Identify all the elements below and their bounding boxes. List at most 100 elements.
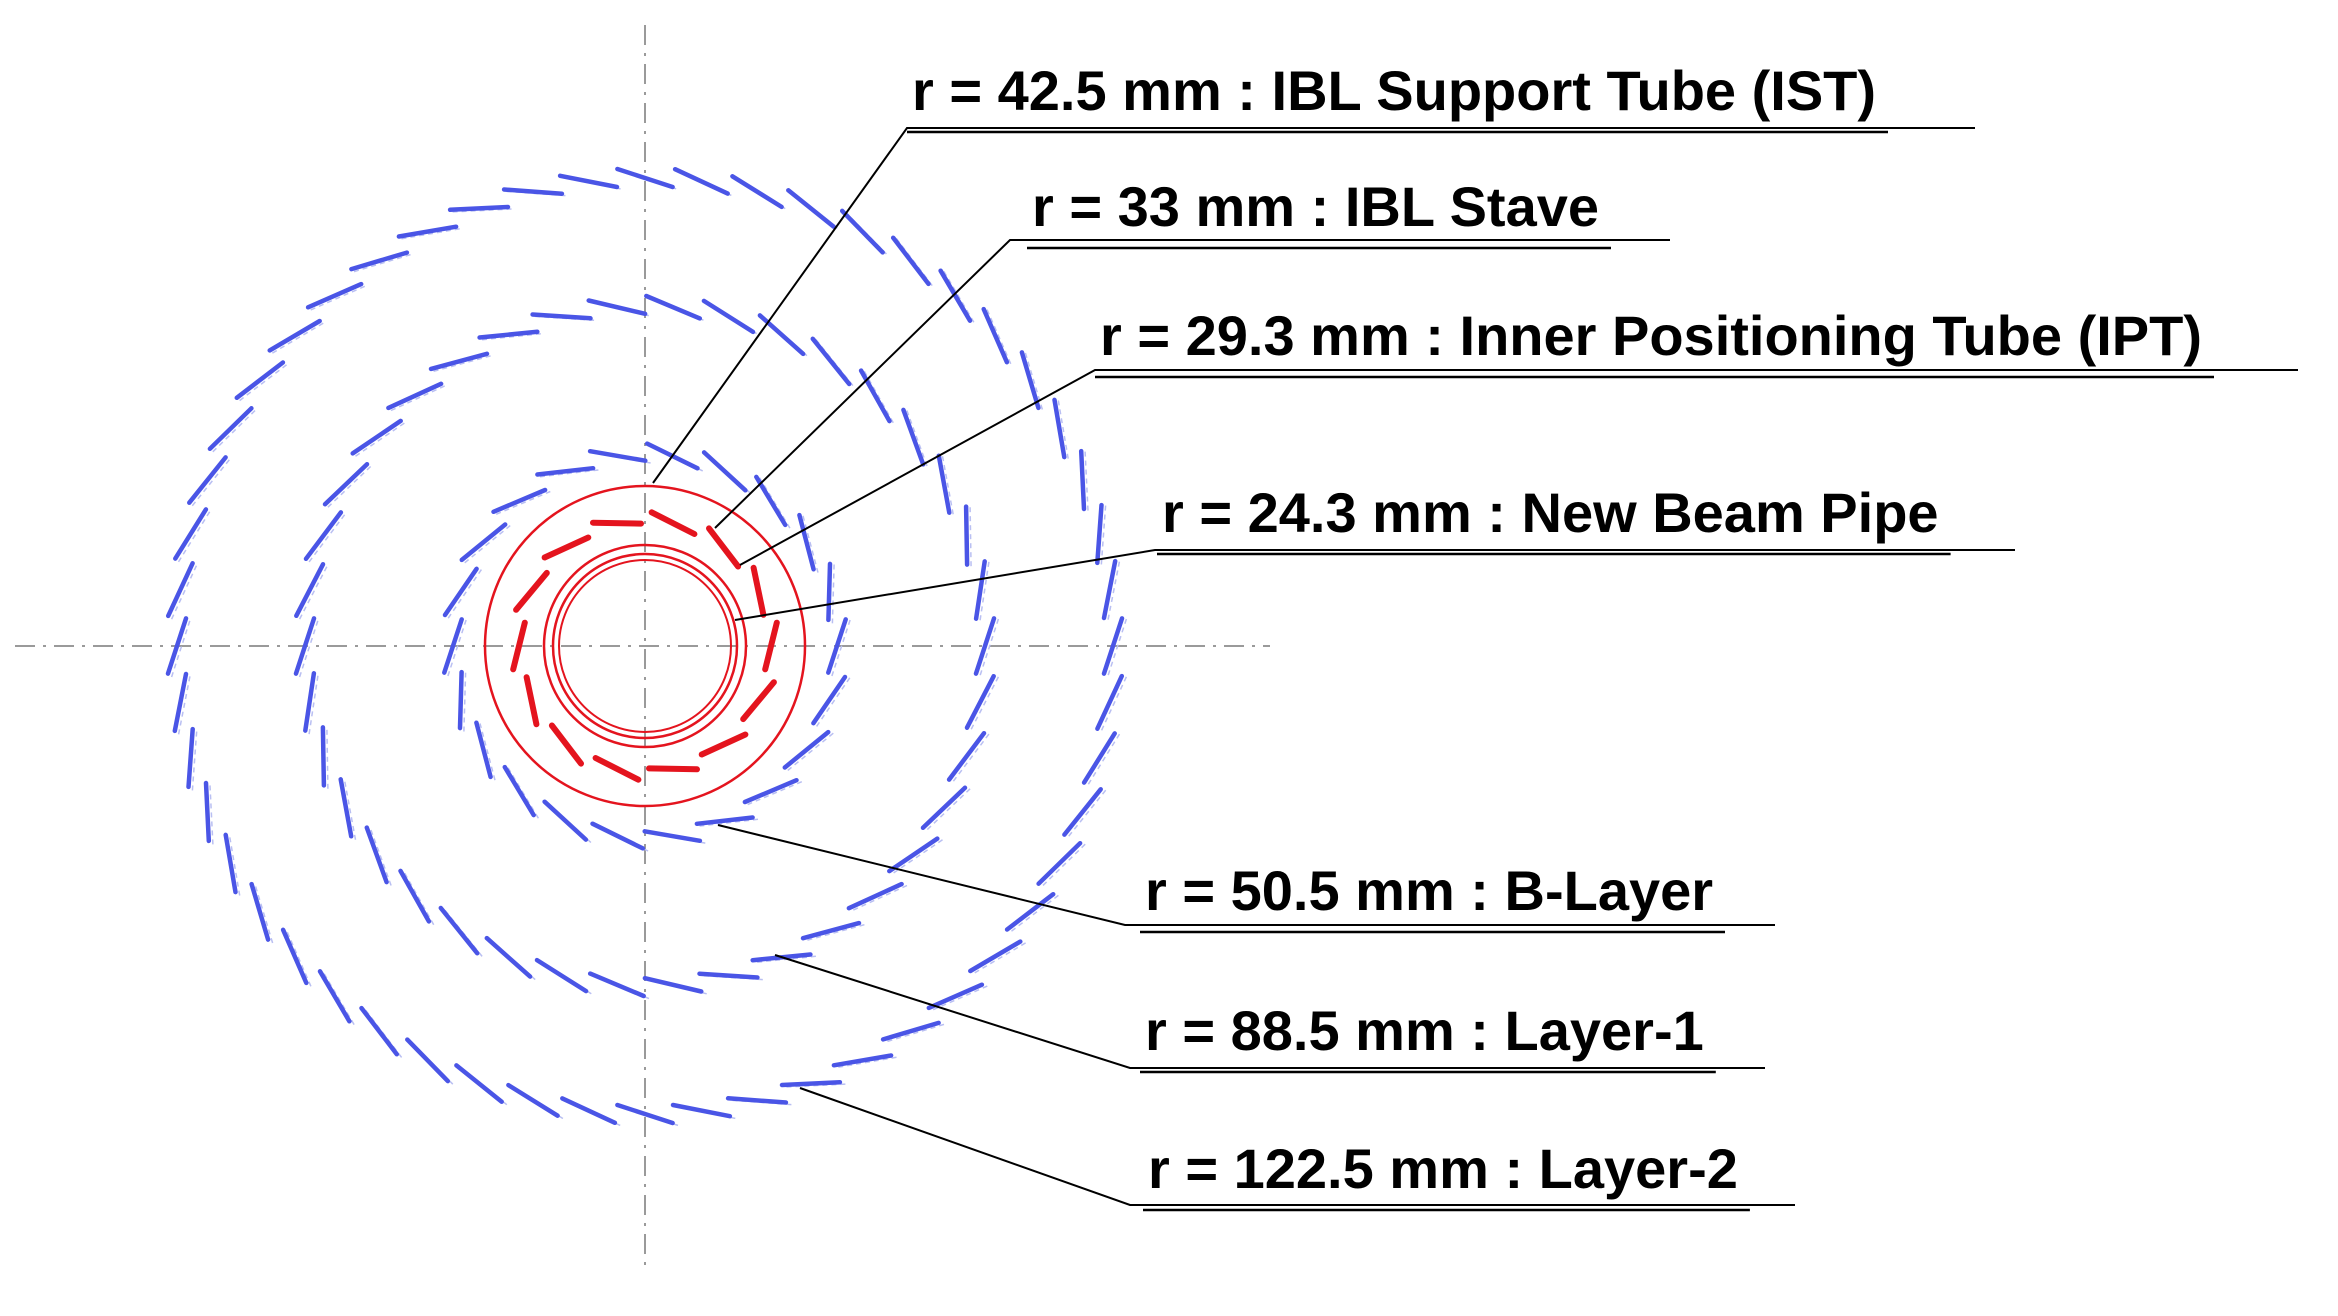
ibl-stave-stave [646, 765, 700, 773]
layer-2-stave [359, 1005, 400, 1057]
b-layer-module-outline [802, 515, 819, 573]
ibl-stave-stave [762, 619, 780, 673]
leader-layer-2 [799, 1087, 1795, 1206]
label-layer-1: r = 88.5 mm : Layer-1 [1145, 999, 1704, 1062]
ibl-region [483, 484, 807, 808]
label-beam-pipe: r = 24.3 mm : New Beam Pipe [1162, 481, 1939, 544]
layer-1-module-outline [326, 727, 329, 789]
layer-2-stave [1036, 840, 1083, 886]
layer-2-stave [890, 235, 931, 287]
ibl-stave-stave [548, 722, 584, 767]
layer-2-stave [267, 318, 322, 353]
layer-1-module-outline [969, 507, 972, 569]
ibl-stave-stave [541, 534, 592, 561]
b-layer-stave [701, 450, 748, 493]
b-layer-module-outline [758, 477, 791, 529]
layer-2-stave [203, 780, 212, 844]
layer-2-module-outline [885, 1023, 945, 1043]
b-layer-module-outline [507, 767, 540, 819]
layer-2-module-outline [1100, 676, 1128, 733]
layer-1-stave [428, 351, 490, 372]
layer-2-module-outline [1066, 789, 1107, 839]
layer-2-module-outline [1041, 843, 1086, 888]
layer-2-module-outline [170, 618, 192, 678]
layer-2-stave [981, 306, 1010, 365]
layer-1-module-outline [805, 923, 865, 942]
label-b-layer: r = 50.5 mm : B-Layer [1145, 859, 1713, 922]
layer-2-stave [1019, 350, 1041, 411]
layer-1-stave [920, 785, 968, 831]
layer-2-stave [672, 166, 730, 196]
layer-1-module-outline [308, 512, 347, 563]
layer-1-stave [973, 616, 997, 676]
layer-2-stave [786, 188, 836, 229]
layer-2-stave [926, 982, 985, 1011]
layer-1-module-outline [403, 871, 435, 926]
layer-1-stave [644, 293, 703, 321]
b-layer-stave [826, 561, 833, 623]
layer-2-module-outline [1106, 618, 1128, 678]
b-layer-module-outline [495, 490, 551, 515]
layer-1-module-outline [390, 384, 447, 412]
b-layer-module-outline [539, 469, 599, 478]
b-layer-stave [442, 566, 479, 618]
layer-2-module-outline [191, 729, 198, 791]
layer-2-stave [968, 939, 1023, 974]
leader-layer-1 [774, 954, 1765, 1069]
layer-1-module-outline [925, 788, 971, 832]
layer-1-stave [800, 920, 862, 941]
layer-2-stave [305, 281, 364, 310]
layer-1-module-outline [851, 884, 908, 912]
layer-2-stave [1101, 558, 1118, 621]
layer-2-stave [560, 1096, 618, 1126]
layer-2-module-outline [931, 985, 988, 1012]
layer-2-stave [317, 969, 352, 1024]
layer-1-stave [322, 461, 370, 507]
layer-1-stave [901, 407, 926, 467]
b-layer-module-outline [464, 525, 511, 564]
b-layer-stave [590, 821, 646, 851]
leader-beam-pipe [734, 549, 2015, 621]
b-layer-stave [811, 674, 848, 726]
layer-1-module-outline [863, 370, 895, 425]
layer-1-stave [398, 868, 432, 924]
layer-2-stave [234, 360, 286, 401]
layer-2-module-outline [177, 674, 192, 735]
layer-1-module-outline [969, 676, 1000, 732]
b-layer-stave [826, 617, 848, 675]
layer-1-stave [484, 935, 533, 979]
layer-1-stave [846, 881, 904, 911]
layer-1-stave [477, 329, 540, 340]
b-layer-stave [694, 815, 755, 827]
layer-2-module-outline [1084, 451, 1089, 513]
layer-2-module-outline [272, 321, 326, 354]
layer-2-stave [831, 1053, 894, 1068]
ibl-stave-stave [706, 525, 742, 570]
b-layer-module-outline [463, 672, 467, 732]
layer-2-module-outline [170, 563, 198, 620]
leader-lines [652, 127, 2298, 1206]
layer-2-stave [186, 726, 195, 790]
b-layer-stave [474, 720, 493, 780]
labels: r = 42.5 mm : IBL Support Tube (IST) r =… [907, 59, 2214, 1212]
layer-1-module-outline [355, 421, 407, 457]
ibl-stave-stave [592, 755, 642, 783]
layer-2-module-outline [1100, 505, 1107, 567]
b-layer-stave [782, 729, 831, 770]
b-layer-module-outline [831, 564, 835, 624]
layer-2-module-outline [1057, 400, 1070, 461]
layer-1-stave [294, 562, 326, 619]
layer-2-stave [187, 455, 228, 505]
layer-1-stave [964, 673, 996, 730]
layer-2-stave [1004, 891, 1056, 932]
layer-2-module-outline [285, 930, 312, 987]
ibl-stave-stave [523, 674, 540, 728]
layer-1-module-outline [979, 561, 990, 623]
layer-2-module-outline [191, 457, 232, 507]
b-layer-stave [797, 512, 816, 572]
layer-2-stave [207, 406, 254, 452]
layer-1-stave [757, 313, 806, 357]
ibl-stave-stave [698, 731, 749, 758]
b-layer-module-outline [747, 781, 803, 806]
layer-1-stave [320, 725, 327, 788]
